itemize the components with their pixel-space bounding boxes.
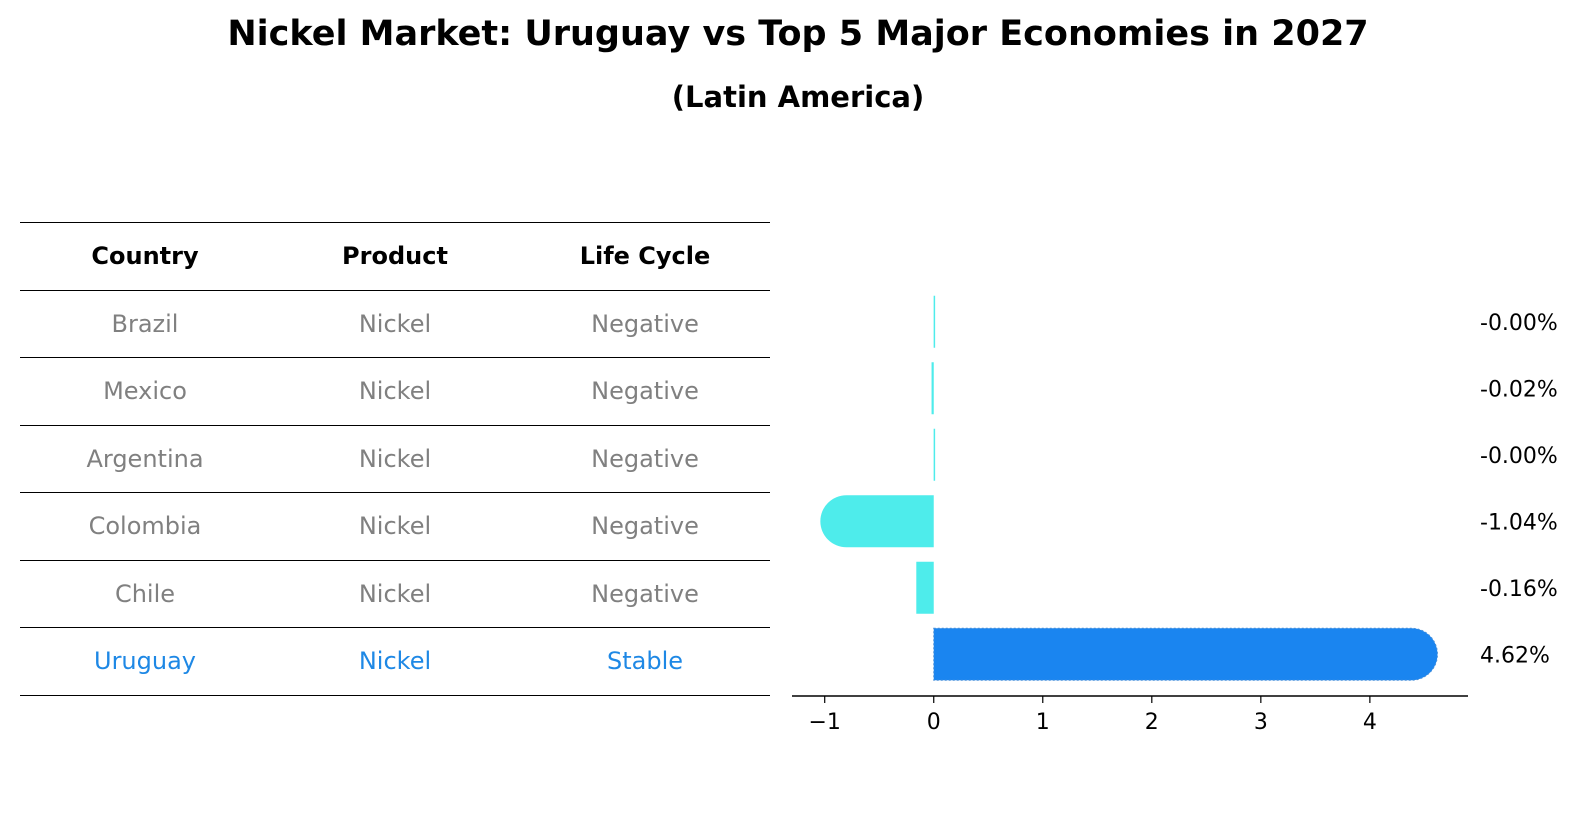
comparison-table: Country Product Life Cycle Brazil Nickel… (20, 222, 770, 696)
country-cell: Colombia (88, 512, 202, 540)
product-cell: Nickel (358, 309, 432, 338)
life-cycle-cell: Negative (591, 512, 699, 540)
bar-colombia (820, 495, 934, 548)
x-tick-label: −1 (808, 710, 840, 735)
product-cell: Nickel (358, 579, 432, 608)
country-cell: Brazil (111, 309, 179, 338)
life-cycle-cell: Negative (591, 309, 699, 338)
life-cycle-cell: Negative (591, 377, 699, 405)
value-label: -1.04% (1480, 510, 1558, 535)
bar-brazil (933, 295, 936, 348)
x-tick-label: 3 (1254, 710, 1268, 735)
product-cell: Nickel (358, 444, 432, 473)
country-cell: Argentina (86, 444, 204, 473)
bar-chile (916, 561, 934, 614)
bar-argentina (933, 428, 936, 481)
bar-uruguay (933, 627, 1438, 681)
x-tick-label: 0 (927, 710, 941, 735)
product-cell: Nickel (358, 377, 432, 405)
table-row: Colombia Nickel Negative (20, 493, 770, 561)
x-tick-label: 4 (1363, 710, 1377, 735)
value-labels: -0.00% -0.02% -0.00% -1.04% -0.16% 4.62% (1480, 311, 1558, 669)
value-label: 4.62% (1480, 643, 1550, 668)
table-header-row: Country Product Life Cycle (20, 222, 770, 291)
product-cell: Nickel (358, 512, 432, 540)
table-row: Chile Nickel Negative (20, 561, 770, 628)
header-product: Product (342, 242, 448, 270)
x-tick-label: 2 (1145, 710, 1159, 735)
value-label: -0.02% (1480, 377, 1558, 402)
life-cycle-cell: Negative (591, 579, 699, 608)
country-cell: Chile (114, 579, 176, 608)
table-row: Mexico Nickel Negative (20, 358, 770, 426)
chart-title: Nickel Market: Uruguay vs Top 5 Major Ec… (227, 14, 1369, 54)
x-tick-label: 1 (1036, 710, 1050, 735)
value-label: -0.16% (1480, 577, 1558, 602)
product-cell: Nickel (358, 647, 432, 675)
chart-subtitle: (Latin America) (671, 80, 925, 114)
header-life-cycle: Life Cycle (579, 242, 711, 270)
bar-group (820, 295, 1438, 681)
table-row: Argentina Nickel Negative (20, 426, 770, 493)
country-cell: Uruguay (94, 647, 196, 675)
life-cycle-cell: Negative (591, 444, 699, 473)
bar-mexico (931, 362, 934, 415)
life-cycle-cell: Stable (606, 647, 684, 675)
table-row: Brazil Nickel Negative (20, 291, 770, 358)
country-cell: Mexico (103, 377, 187, 405)
header-country: Country (91, 242, 199, 270)
x-axis-ticks: −1 0 1 2 3 4 (808, 696, 1377, 735)
table-row-highlighted: Uruguay Nickel Stable (20, 628, 770, 696)
value-label: -0.00% (1480, 444, 1558, 469)
value-label: -0.00% (1480, 311, 1558, 336)
